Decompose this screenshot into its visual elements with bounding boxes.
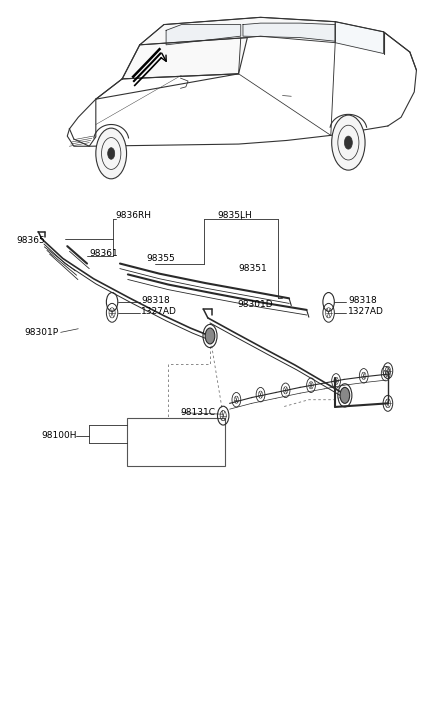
Text: 1327AD: 1327AD (141, 307, 177, 316)
Text: 98100H: 98100H (41, 431, 76, 441)
Text: 98355: 98355 (146, 254, 175, 263)
Text: 98131C: 98131C (181, 409, 216, 417)
Text: 98318: 98318 (348, 296, 377, 305)
Circle shape (340, 387, 350, 403)
Text: 98301D: 98301D (238, 300, 273, 309)
Circle shape (96, 128, 126, 179)
Text: 98351: 98351 (239, 264, 267, 273)
Text: 1327AD: 1327AD (348, 307, 384, 316)
Circle shape (205, 328, 215, 344)
Circle shape (344, 136, 352, 149)
Circle shape (332, 115, 365, 170)
Text: 98318: 98318 (141, 296, 170, 305)
Text: 9836RH: 9836RH (116, 211, 152, 220)
Circle shape (108, 148, 115, 159)
Bar (126, 418, 225, 466)
Polygon shape (166, 25, 241, 45)
Polygon shape (122, 38, 248, 79)
Polygon shape (335, 22, 384, 54)
Text: 98301P: 98301P (24, 328, 58, 337)
Polygon shape (243, 23, 335, 41)
Text: 98365: 98365 (17, 236, 46, 245)
Text: 98361: 98361 (89, 249, 118, 258)
Text: 9835LH: 9835LH (217, 211, 252, 220)
Polygon shape (140, 17, 335, 45)
